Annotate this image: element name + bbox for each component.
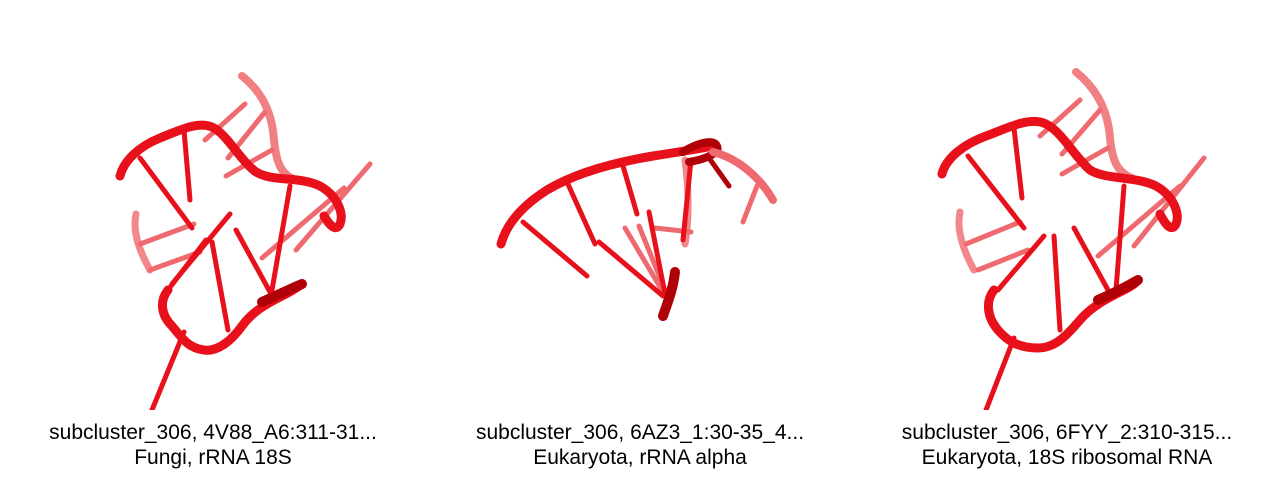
structure-caption-3: subcluster_306, 6FYY_2:310-315... Eukary… [854,420,1280,470]
base-pair-faded [202,101,248,143]
structure-title: subcluster_306, 6FYY_2:310-315... [901,421,1233,444]
base-pair-faded [293,161,373,253]
base-pair [520,219,590,279]
base-pair [1071,225,1111,293]
base-pair [269,183,293,293]
backbone-stub [658,267,680,321]
structure-panel-2: subcluster_306, 6AZ3_1:30-35_4... Eukary… [427,0,853,480]
base-pair [620,163,640,217]
base-pair [1113,183,1127,293]
structure-subtitle: Fungi, rRNA 18S [134,446,292,469]
backbone-tail [709,148,777,204]
structure-title: subcluster_306, 4V88_A6:311-31... [49,421,377,444]
base-pair-faded [963,219,1023,247]
structure-subtitle: Eukaryota, rRNA alpha [533,446,747,469]
base-pair [181,127,193,203]
structure-caption-1: subcluster_306, 4V88_A6:311-31... Fungi,… [0,420,426,470]
backbone-loop [679,138,722,166]
base-pair [564,179,598,247]
structure-caption-2: subcluster_306, 6AZ3_1:30-35_4... Eukary… [427,420,853,470]
base-pair-faded [975,247,1031,273]
rna-structure-render-3 [937,68,1207,410]
base-pair [965,153,1027,231]
backbone-back [1072,68,1136,182]
backbone-top [115,120,346,233]
base-pair [706,155,732,189]
rna-structure-render-1 [115,72,373,410]
base-pair [1011,125,1025,201]
backbone-back [238,72,300,184]
base-pair [646,209,668,297]
rna-structure-render-2 [496,138,777,321]
base-pair-faded [1037,97,1083,139]
base-pair-faded [740,183,760,225]
base-pair [233,227,273,295]
structure-panel-3: subcluster_306, 6FYY_2:310-315... Eukary… [854,0,1280,480]
structure-panel-1: subcluster_306, 4V88_A6:311-31... Fungi,… [0,0,426,480]
base-pair [209,239,231,333]
base-pair [137,155,195,231]
base-pair [1051,233,1063,333]
base-pair [149,329,187,410]
base-pair [983,335,1017,410]
backbone-bottom-dark [257,279,307,307]
structure-subtitle: Eukaryota, 18S ribosomal RNA [921,446,1213,469]
base-pair [995,233,1047,293]
backbone-back-2 [955,208,978,274]
base-pair [596,239,666,299]
backbone-back-2 [131,210,154,274]
base-pair [680,157,694,243]
base-pair-faded [137,221,197,247]
base-pair-faded [622,225,666,295]
backbone-top [937,116,1182,233]
backbone-bottom-dark [1093,275,1143,305]
structure-title: subcluster_306, 6AZ3_1:30-35_4... [475,421,805,444]
base-pair [165,237,209,293]
